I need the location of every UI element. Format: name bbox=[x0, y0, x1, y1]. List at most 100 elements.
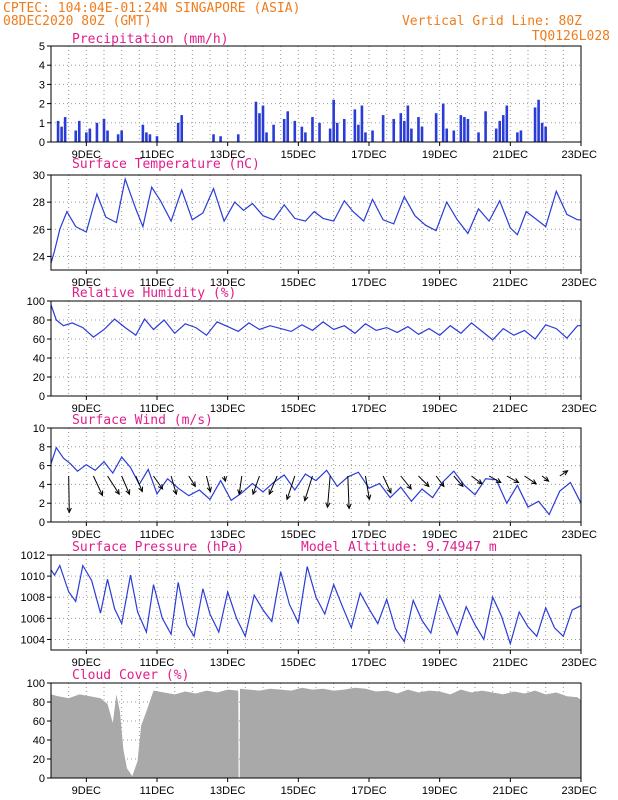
panels: Precipitation (mm/h) 0 1 2 3 4 5 9DEC 11DEC 13DEC… bbox=[21, 32, 598, 797]
temp-ytick-label: 26 bbox=[33, 224, 45, 236]
temp-title: Surface Temperature (nC) bbox=[72, 157, 260, 172]
wind-arrow-head bbox=[268, 489, 274, 496]
rh-ytick-label: 100 bbox=[27, 296, 45, 308]
precip-bar bbox=[148, 134, 152, 142]
precip-xtick-label: 17DEC bbox=[351, 149, 387, 161]
temp-xtick-label: 19DEC bbox=[422, 277, 458, 289]
precip-bar bbox=[498, 120, 502, 142]
wind-arrow-head bbox=[138, 486, 144, 493]
wind-arrow bbox=[68, 475, 70, 513]
precip-bar bbox=[141, 124, 145, 142]
pres-xtick-label: 23DEC bbox=[562, 657, 598, 669]
precip-bar bbox=[505, 105, 509, 142]
precip-bar bbox=[120, 130, 123, 142]
cloud-xtick-label: 21DEC bbox=[493, 785, 529, 797]
precip-bar bbox=[494, 128, 498, 142]
wind-arrow bbox=[238, 475, 243, 495]
wind-arrow-head bbox=[190, 481, 196, 488]
wind-xtick-label: 13DEC bbox=[210, 529, 246, 541]
wind-arrow-head bbox=[98, 490, 104, 497]
precip-bar bbox=[180, 115, 184, 142]
precip-bar bbox=[328, 128, 332, 142]
rh-xtick-label: 11DEC bbox=[140, 403, 175, 415]
wind-arrow bbox=[541, 475, 549, 482]
wind-arrow-head bbox=[285, 494, 291, 501]
wind-arrow-head bbox=[221, 476, 227, 483]
wind-arrow bbox=[471, 475, 483, 485]
precip-title: Precipitation (mm/h) bbox=[72, 32, 229, 47]
rh-ytick-label: 20 bbox=[33, 372, 45, 384]
precip-bar bbox=[311, 117, 314, 142]
precip-bar bbox=[145, 132, 148, 142]
wind-arrow-head bbox=[513, 478, 520, 484]
pres-ytick-label: 1006 bbox=[21, 613, 45, 625]
cloud-xtick-label: 19DEC bbox=[422, 785, 458, 797]
wind-arrow bbox=[559, 470, 568, 477]
cloud-area bbox=[51, 687, 581, 778]
wind-arrow bbox=[435, 475, 445, 487]
rh-title: Relative Humidity (%) bbox=[72, 286, 236, 301]
wind-arrow-head bbox=[346, 503, 352, 510]
precip-bar bbox=[265, 132, 268, 142]
wind-ytick-label: 10 bbox=[33, 423, 45, 435]
precip-bar bbox=[219, 136, 222, 142]
precip-bar bbox=[357, 124, 360, 142]
rh-panel: Relative Humidity (%) 0 20 40 60 80 100 9DEC 11D… bbox=[27, 286, 597, 415]
precip-xtick-label: 23DEC bbox=[562, 149, 598, 161]
precip-bar bbox=[258, 113, 261, 142]
wind-arrow bbox=[488, 475, 502, 483]
precip-bar bbox=[445, 128, 449, 142]
precip-bar bbox=[85, 132, 88, 142]
wind-xtick-label: 9DEC bbox=[72, 529, 101, 541]
pres-annotation: Model Altitude: 9.74947 m bbox=[301, 540, 497, 555]
precip-bar bbox=[236, 134, 240, 142]
precip-ytick-label: 4 bbox=[39, 60, 45, 72]
page-header: CPTEC: 104:04E-01:24N SINGAPORE (ASIA) 0… bbox=[3, 1, 610, 44]
precip-bar bbox=[88, 128, 92, 142]
precip-bar bbox=[441, 103, 445, 142]
wind-arrow-head bbox=[495, 478, 502, 484]
pres-xtick-label: 9DEC bbox=[72, 657, 101, 669]
precip-bar bbox=[282, 118, 286, 142]
precip-bar bbox=[420, 126, 424, 142]
wind-arrow-head bbox=[251, 489, 257, 496]
precip-bar bbox=[254, 101, 258, 142]
precip-bar bbox=[60, 126, 63, 142]
cloud-ytick-label: 40 bbox=[33, 735, 45, 747]
pres-xtick-label: 15DEC bbox=[281, 657, 317, 669]
temp-ytick-label: 24 bbox=[33, 251, 45, 263]
wind-title: Surface Wind (m/s) bbox=[72, 413, 213, 428]
cloud-xtick-label: 15DEC bbox=[281, 785, 317, 797]
precip-bar bbox=[519, 130, 523, 142]
wind-xtick-label: 17DEC bbox=[351, 529, 387, 541]
wind-xtick-label: 19DEC bbox=[422, 529, 458, 541]
pres-frame bbox=[50, 554, 582, 651]
precip-bar bbox=[406, 105, 410, 142]
rh-xtick-label: 13DEC bbox=[210, 403, 246, 415]
precip-bar bbox=[533, 107, 537, 142]
wind-arrow-head bbox=[366, 494, 372, 501]
pres-xtick-label: 17DEC bbox=[351, 657, 387, 669]
wind-arrow bbox=[121, 475, 130, 495]
precip-bar bbox=[392, 118, 396, 142]
cloud-frame bbox=[50, 682, 582, 779]
pres-ytick-label: 1012 bbox=[21, 550, 45, 562]
wind-ytick-label: 2 bbox=[39, 498, 45, 510]
precip-bar bbox=[63, 117, 67, 142]
precip-bar bbox=[484, 111, 487, 142]
header-grid-note: Vertical Grid Line: 80Z bbox=[402, 14, 582, 29]
cloud-xtick-label: 13DEC bbox=[210, 785, 246, 797]
precip-xtick-label: 13DEC bbox=[210, 149, 246, 161]
precip-bar bbox=[381, 115, 385, 142]
wind-arrow bbox=[188, 475, 196, 487]
wind-arrow bbox=[400, 475, 412, 490]
wind-arrow bbox=[170, 475, 177, 495]
wind-arrow-head bbox=[562, 470, 569, 476]
temp-panel: Surface Temperature (nC) 24 26 28 30 9DEC 11DE… bbox=[33, 157, 597, 289]
precip-bar bbox=[212, 134, 215, 142]
precip-panel: Precipitation (mm/h) 0 1 2 3 4 5 9DEC 11DEC 13DEC… bbox=[39, 32, 597, 161]
precip-ytick-label: 2 bbox=[39, 99, 45, 111]
precip-bar bbox=[403, 120, 406, 142]
precip-xtick-label: 9DEC bbox=[72, 149, 101, 161]
